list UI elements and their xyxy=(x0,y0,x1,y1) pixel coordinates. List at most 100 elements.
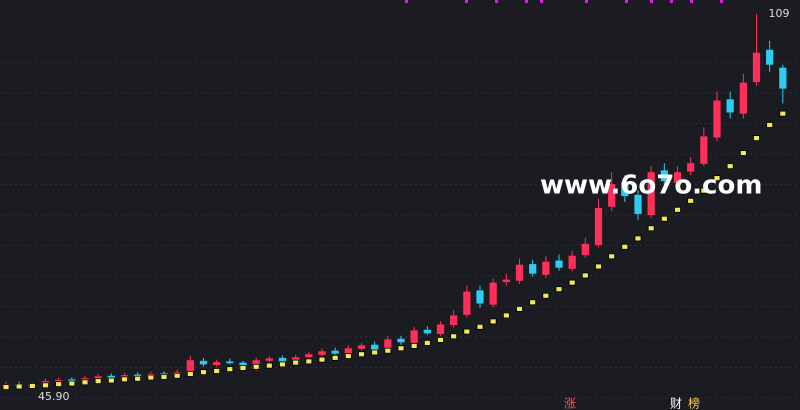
ma-point xyxy=(134,375,142,382)
candle-body xyxy=(94,376,102,379)
marker-label: 涨 xyxy=(564,396,576,410)
ma-point xyxy=(621,243,629,250)
ma-point xyxy=(516,305,523,312)
top-marker xyxy=(405,0,408,3)
ma-point xyxy=(265,362,273,369)
ma-point xyxy=(239,365,247,371)
ma-point xyxy=(252,363,260,370)
ma-point xyxy=(595,263,602,270)
ma-point xyxy=(384,347,392,354)
candle-body xyxy=(226,361,234,364)
candle-body xyxy=(450,315,458,325)
ma-point xyxy=(700,187,708,194)
candle-body xyxy=(515,264,524,281)
ma-point xyxy=(292,359,300,366)
ma-point xyxy=(147,374,155,381)
top-marker xyxy=(690,0,693,3)
candle-body xyxy=(726,99,734,113)
watermark: www.6o7o.com xyxy=(540,171,762,201)
candle-body xyxy=(608,184,616,207)
ma-point xyxy=(634,235,642,242)
ma-point xyxy=(726,163,734,170)
ma-point xyxy=(463,328,471,335)
marker-label: 榜 xyxy=(688,396,700,410)
ma-point xyxy=(397,345,405,352)
ma-point xyxy=(779,110,787,117)
candle-body xyxy=(186,360,194,372)
candle-body xyxy=(344,348,352,355)
ma-point xyxy=(674,206,681,213)
candle-body xyxy=(489,282,497,305)
ma-point xyxy=(186,371,194,377)
ma-point xyxy=(42,382,49,389)
ma-point xyxy=(476,323,484,330)
candle-body xyxy=(713,100,721,138)
candle-body xyxy=(766,49,774,65)
candle-body xyxy=(278,357,287,362)
candle-body xyxy=(555,260,563,268)
ma-point xyxy=(200,369,207,376)
candle-body xyxy=(647,172,655,216)
candle-body xyxy=(107,375,115,380)
candle-body xyxy=(265,358,273,361)
candle-body xyxy=(371,344,379,351)
ma-point xyxy=(279,361,286,368)
low-label: 45.90 xyxy=(38,390,70,403)
candle-body xyxy=(581,243,589,256)
candle-body xyxy=(384,339,392,351)
candle-body xyxy=(463,291,471,315)
ma-point xyxy=(608,253,616,260)
candle-body xyxy=(542,261,550,275)
ma-point xyxy=(173,372,181,379)
ma-point xyxy=(318,356,326,363)
ma-point xyxy=(739,150,747,156)
candle-body xyxy=(423,329,431,334)
top-marker xyxy=(465,0,468,3)
ma-point xyxy=(358,351,365,358)
candle-body xyxy=(410,330,418,343)
candle-body xyxy=(397,338,405,343)
ma-point xyxy=(687,197,695,204)
candle-body xyxy=(660,170,668,182)
top-marker xyxy=(495,0,498,3)
candle-body xyxy=(199,360,208,365)
ma-point xyxy=(410,342,418,349)
candle-body xyxy=(752,52,761,83)
ma-point xyxy=(542,292,550,299)
ma-point xyxy=(2,384,10,390)
ma-point xyxy=(94,378,102,385)
candle-body xyxy=(529,264,537,274)
candle-body xyxy=(594,207,603,245)
candle-body xyxy=(305,354,313,358)
ma-point xyxy=(568,279,576,286)
marker-label: 财 xyxy=(670,397,682,410)
candle-body xyxy=(502,279,510,283)
candle-body xyxy=(687,163,695,172)
ma-point xyxy=(437,337,444,343)
ma-point xyxy=(160,374,168,380)
ma-point xyxy=(331,354,339,361)
ma-point xyxy=(423,340,431,346)
ma-point xyxy=(121,376,128,383)
ma-point xyxy=(81,379,89,386)
ma-point xyxy=(226,366,234,373)
ma-point xyxy=(305,358,313,365)
ma-point xyxy=(502,312,510,319)
ma-point xyxy=(753,135,760,142)
ma-point xyxy=(555,286,563,293)
ma-point xyxy=(489,318,497,325)
top-marker xyxy=(670,0,673,3)
candle-body xyxy=(779,67,787,89)
ma-point xyxy=(213,368,221,374)
ma-point xyxy=(68,380,76,387)
high-label: 109 xyxy=(769,7,790,20)
ma-point xyxy=(647,225,655,232)
candle-body xyxy=(568,255,576,269)
candle-body xyxy=(634,194,642,214)
candle-body xyxy=(331,350,339,354)
candle-body xyxy=(292,357,300,363)
top-marker xyxy=(525,0,528,3)
candle-body xyxy=(739,82,747,114)
